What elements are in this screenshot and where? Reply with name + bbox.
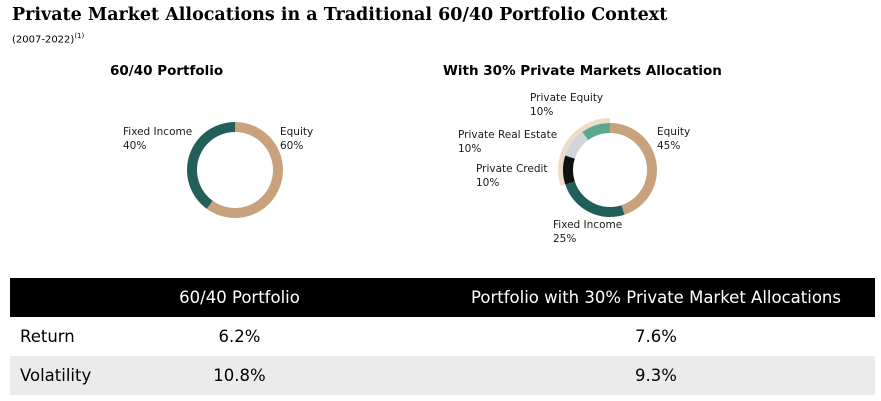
slice-label-private-credit: Private Credit [476,163,548,175]
slice-fixed-income [187,122,235,209]
slice-label-private-equity: Private Equity [530,92,603,104]
donut-chart-60-40: Equity 60% Fixed Income 40% [123,122,313,218]
footnote-marker: (1) [74,32,85,40]
row-label-return: Return [20,327,75,346]
slice-value-fixed-income: 40% [123,140,146,152]
slice-private-equity [582,123,610,141]
slice-private-real-estate [565,131,589,159]
slice-label-fixed-income: Fixed Income [553,219,622,231]
slice-value-private-real-estate: 10% [458,143,481,155]
slice-equity [610,123,657,215]
slice-value-private-equity: 10% [530,106,553,118]
slice-private-credit [563,155,575,185]
slice-label-equity: Equity [280,126,313,138]
header-cell-60-40: 60/40 Portfolio [179,288,300,307]
chart1-title: 60/40 Portfolio [110,63,224,79]
period-text: (2007-2022) [12,34,75,46]
donut-chart-private-markets: Equity 45% Fixed Income 25% Private Credit 10… [458,92,690,245]
volatility-60-40-value: 10.8% [213,366,266,385]
metrics-table: 60/40 Portfolio Portfolio with 30% Priva… [10,278,875,395]
slice-label-fixed-income: Fixed Income [123,126,192,138]
return-private-value: 7.6% [635,327,677,346]
row-label-volatility: Volatility [20,366,92,385]
slice-label-private-real-estate: Private Real Estate [458,129,557,141]
table-header-row: 60/40 Portfolio Portfolio with 30% Priva… [10,278,875,317]
slice-label-equity: Equity [657,126,690,138]
page-subtitle: (2007-2022)(1) [12,32,84,45]
slice-equity [206,122,284,218]
slice-fixed-income [565,181,625,217]
slice-value-equity: 60% [280,140,303,152]
chart2-title: With 30% Private Markets Allocation [443,63,722,79]
donut-charts: Equity 60% Fixed Income 40% Equity 45% Fixed … [123,92,690,245]
slice-value-fixed-income: 25% [553,233,576,245]
table-row: Volatility 10.8% 9.3% [10,356,875,395]
header-cell-private: Portfolio with 30% Private Market Alloca… [471,288,841,307]
table-row: Return 6.2% 7.6% [10,317,875,356]
slice-value-private-credit: 10% [476,177,499,189]
return-60-40-value: 6.2% [218,327,261,346]
volatility-private-value: 9.3% [635,366,677,385]
slice-value-equity: 45% [657,140,680,152]
page-title: Private Market Allocations in a Traditio… [12,5,668,25]
